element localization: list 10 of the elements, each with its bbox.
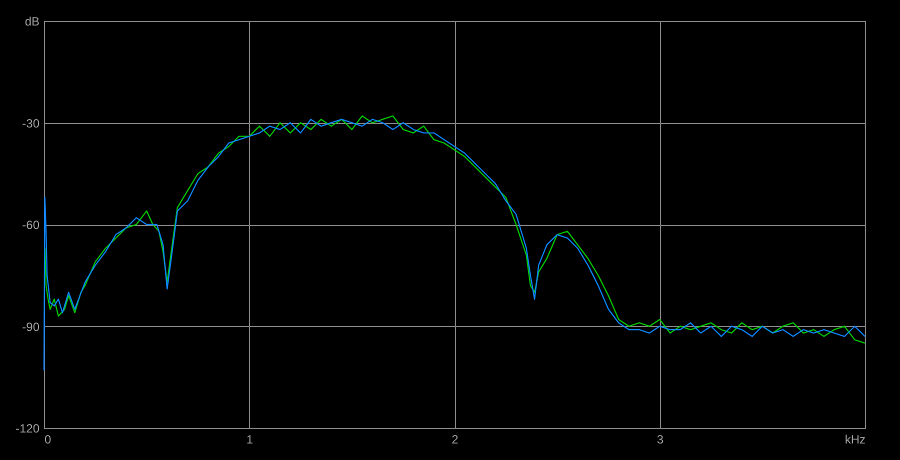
y-tick-label: -30 bbox=[22, 116, 40, 130]
x-tick-label: 2 bbox=[452, 432, 459, 446]
y-tick-label: -60 bbox=[22, 218, 40, 232]
y-tick-label: -120 bbox=[15, 422, 40, 436]
x-tick-label: kHz bbox=[844, 432, 866, 446]
y-tick-label: dB bbox=[24, 14, 40, 28]
x-tick-label: 3 bbox=[656, 432, 664, 446]
x-tick-label: 1 bbox=[246, 432, 254, 446]
y-tick-label: -90 bbox=[22, 320, 40, 334]
x-tick-label: 0 bbox=[44, 432, 52, 446]
